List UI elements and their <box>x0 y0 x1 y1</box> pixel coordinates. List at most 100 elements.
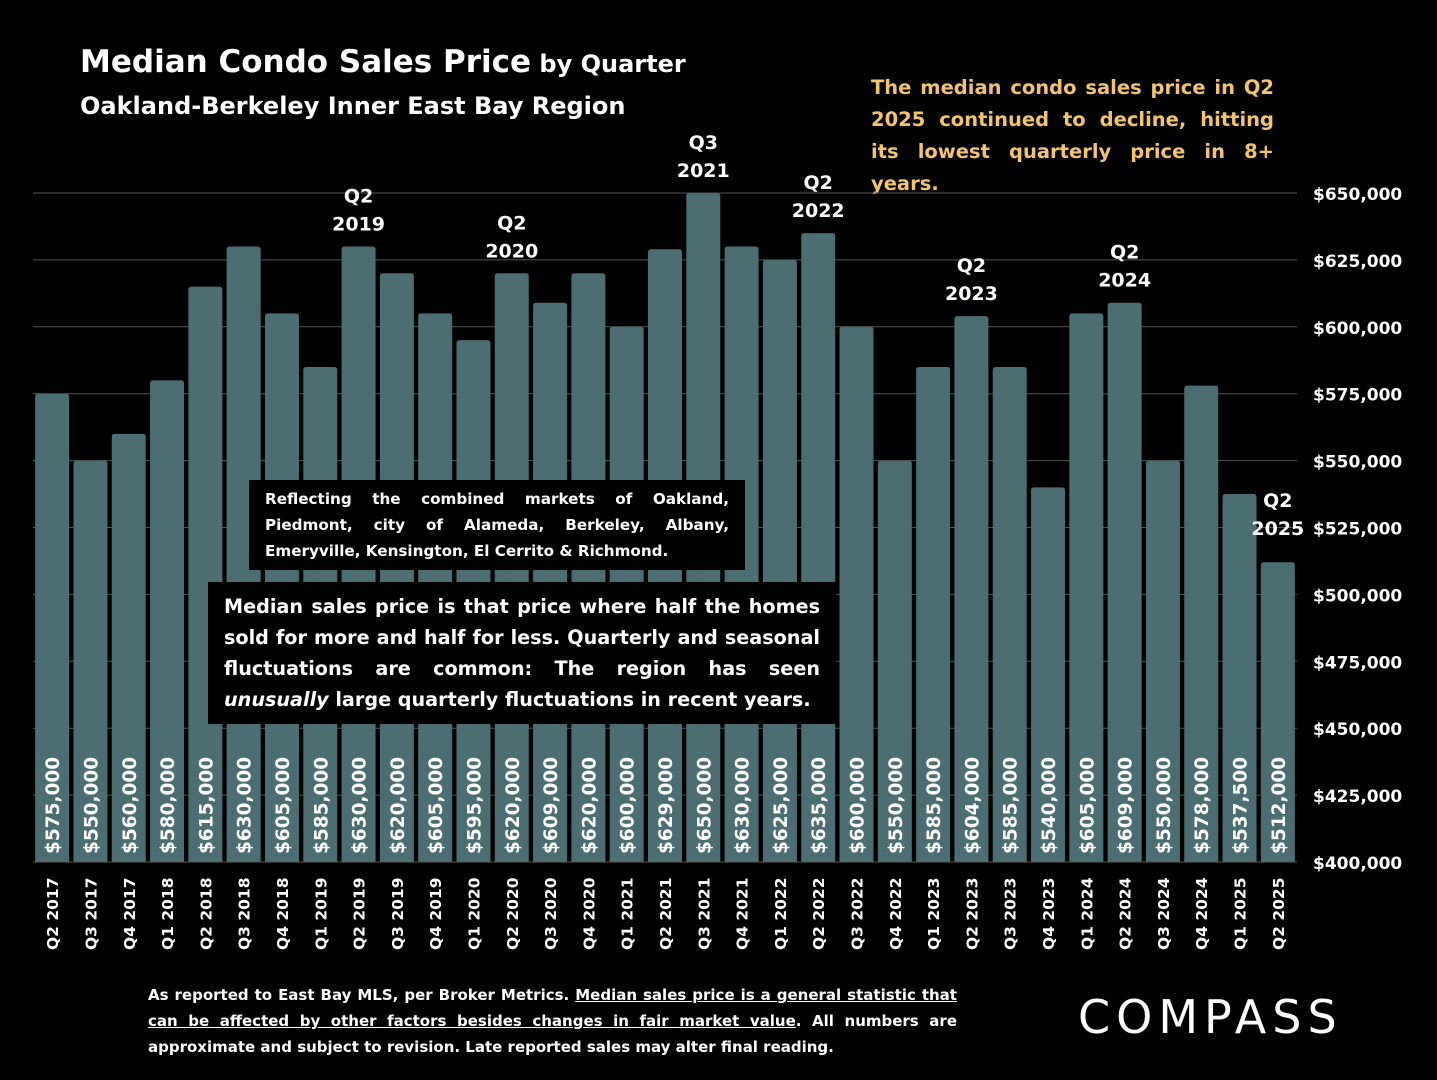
x-tick-label: Q1 2019 <box>312 878 330 951</box>
x-tick-label: Q1 2022 <box>772 878 790 951</box>
x-tick-label: Q1 2023 <box>925 878 943 951</box>
bar-value-label: $630,000 <box>350 757 371 854</box>
bar-annotation: 2024 <box>1098 270 1151 292</box>
x-tick-label: Q2 2021 <box>657 878 675 951</box>
bar-annotation: Q2 <box>1110 242 1139 264</box>
bar-annotation: 2020 <box>485 240 538 262</box>
y-tick-label: $450,000 <box>1313 720 1402 740</box>
chart-title-main: Median Condo Sales Price <box>80 44 532 80</box>
x-tick-label: Q3 2018 <box>236 878 254 951</box>
bar-annotation: 2021 <box>677 160 730 182</box>
y-tick-label: $575,000 <box>1313 386 1402 406</box>
y-tick-label: $650,000 <box>1313 185 1402 205</box>
x-tick-label: Q2 2023 <box>963 877 981 950</box>
y-tick-label: $600,000 <box>1313 319 1402 339</box>
x-tick-label: Q2 2020 <box>504 877 522 950</box>
region-note-box: Reflecting the combined markets of Oakla… <box>249 480 745 570</box>
bar-annotation: Q2 <box>344 186 373 208</box>
bar <box>877 460 912 862</box>
bar-value-label: $512,000 <box>1269 757 1290 854</box>
bar-value-label: $635,000 <box>809 757 830 854</box>
bar-value-label: $580,000 <box>158 757 179 854</box>
bar-annotation: 2019 <box>332 214 385 236</box>
y-tick-label: $425,000 <box>1313 787 1402 807</box>
bar <box>839 326 874 862</box>
x-tick-label: Q2 2017 <box>44 878 62 951</box>
bar-value-label: $609,000 <box>541 757 562 854</box>
x-tick-label: Q4 2021 <box>734 878 752 951</box>
x-tick-label: Q3 2024 <box>1155 877 1173 950</box>
bar <box>1222 494 1257 862</box>
x-tick-label: Q3 2023 <box>1002 878 1020 951</box>
y-tick-label: $400,000 <box>1313 854 1402 874</box>
x-tick-label: Q1 2024 <box>1078 877 1096 950</box>
bar <box>1069 313 1104 862</box>
headline-note: The median condo sales price in Q2 2025 … <box>871 76 1274 195</box>
x-tick-label: Q4 2020 <box>580 877 598 950</box>
x-tick-label: Q3 2017 <box>82 878 100 951</box>
bar <box>1145 460 1180 862</box>
bar-value-label: $585,000 <box>311 757 332 854</box>
x-tick-label: Q1 2018 <box>159 878 177 951</box>
bar-value-label: $604,000 <box>962 757 983 854</box>
bar-value-label: $615,000 <box>196 757 217 854</box>
bar-annotation: 2022 <box>792 200 845 222</box>
x-tick-label: Q2 2024 <box>1117 877 1135 950</box>
bar-value-label: $605,000 <box>426 757 447 854</box>
bar-value-label: $550,000 <box>1154 757 1175 854</box>
x-tick-label: Q2 2022 <box>810 878 828 951</box>
x-tick-label: Q4 2024 <box>1193 877 1211 950</box>
bar-value-label: $560,000 <box>120 757 141 854</box>
bar-annotation: Q2 <box>957 255 986 277</box>
x-tick-label: Q1 2020 <box>465 877 483 950</box>
bar-value-label: $650,000 <box>694 757 715 854</box>
bar-value-label: $595,000 <box>464 757 485 854</box>
bar-value-label: $600,000 <box>618 757 639 854</box>
bar-annotation: Q2 <box>497 212 526 234</box>
x-tick-label: Q4 2019 <box>427 878 445 951</box>
compass-logo: COMPASS <box>1078 990 1343 1044</box>
y-tick-label: $475,000 <box>1313 653 1402 673</box>
x-tick-label: Q3 2021 <box>695 878 713 951</box>
bar <box>35 393 70 862</box>
footnote-disclaimer: Median sales price is a general statisti… <box>148 986 957 1030</box>
y-tick-label: $550,000 <box>1313 453 1402 473</box>
bar <box>916 366 951 862</box>
bar-value-label: $575,000 <box>43 757 64 854</box>
bar-value-label: $605,000 <box>273 757 294 854</box>
y-tick-label: $525,000 <box>1313 520 1402 540</box>
bar-value-label: $585,000 <box>924 757 945 854</box>
footnote-tail: . All numbers are approximate and subjec… <box>148 1012 957 1056</box>
chart-title: Median Condo Sales Price by Quarter <box>80 44 686 80</box>
chart-subtitle: Oakland-Berkeley Inner East Bay Region <box>80 92 626 120</box>
bar <box>992 366 1027 862</box>
y-tick-label: $625,000 <box>1313 252 1402 272</box>
bar-value-label: $630,000 <box>235 757 256 854</box>
x-tick-label: Q3 2022 <box>849 878 867 951</box>
x-tick-label: Q1 2025 <box>1232 878 1250 951</box>
bar-value-label: $620,000 <box>503 757 524 854</box>
bar-value-label: $630,000 <box>733 757 754 854</box>
bar <box>1184 385 1219 862</box>
footnote-source: As reported to East Bay MLS, per Broker … <box>148 986 576 1004</box>
x-tick-label: Q3 2019 <box>389 878 407 951</box>
x-tick-label: Q2 2019 <box>351 878 369 951</box>
bar <box>73 460 108 862</box>
median-definition-tail: large quarterly fluctuations in recent y… <box>328 688 811 711</box>
bar-value-label: $550,000 <box>886 757 907 854</box>
x-tick-label: Q2 2025 <box>1270 878 1288 951</box>
bar-value-label: $605,000 <box>1077 757 1098 854</box>
x-tick-label: Q4 2018 <box>274 878 292 951</box>
bar-value-label: $585,000 <box>1001 757 1022 854</box>
bar-value-label: $550,000 <box>81 757 102 854</box>
bar-annotation: Q3 <box>689 132 718 154</box>
bar-annotation: 2025 <box>1251 518 1304 540</box>
x-tick-label: Q3 2020 <box>542 877 560 950</box>
bar <box>150 380 185 862</box>
bar-value-label: $600,000 <box>848 757 869 854</box>
bar <box>954 316 989 862</box>
bar-value-label: $540,000 <box>1039 757 1060 854</box>
bar-value-label: $537,500 <box>1231 757 1252 854</box>
x-tick-label: Q4 2017 <box>121 878 139 951</box>
median-definition-emphasis: unusually <box>224 688 329 711</box>
